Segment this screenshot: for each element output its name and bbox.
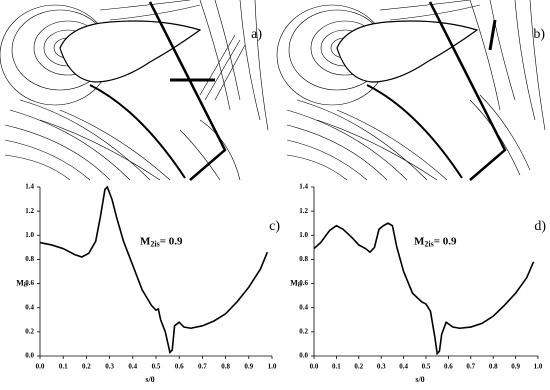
x-tick-label: 0.6 (444, 363, 453, 371)
x-tick-label: 0.2 (82, 363, 91, 371)
panel-label: d) (534, 219, 546, 234)
x-tick-label: 0.2 (354, 363, 363, 371)
data-line (39, 185, 269, 355)
panel-label: b) (533, 27, 545, 42)
x-tick-label: 1.0 (534, 363, 543, 371)
y-tick-label: 0.2 (299, 327, 308, 335)
x-tick-label: 0.7 (198, 363, 207, 371)
y-tick-label: 0.4 (299, 303, 308, 311)
y-tick-label: 1.0 (299, 231, 308, 239)
y-tick-label: 0.4 (25, 303, 34, 311)
y-tick-label: 1.2 (25, 207, 34, 215)
x-tick-label: 0.7 (466, 363, 475, 371)
y-tick-label: 1.4 (25, 183, 34, 191)
y-label-sub: is (24, 283, 29, 289)
contour-panel-a: a) (0, 0, 270, 181)
annotation-part: = 0.9 (160, 235, 183, 247)
annotation-part: 2is (150, 239, 159, 248)
annotation: M2is= 0.9 (414, 235, 457, 248)
y-tick-label: 1.4 (299, 183, 308, 191)
x-tick-label: 0.0 (310, 363, 319, 371)
y-label-sub: is (298, 283, 303, 289)
y-tick-label: 0.0 (25, 352, 34, 360)
y-tick-label: 1.0 (25, 231, 34, 239)
y-tick-label: 0.6 (299, 279, 308, 287)
panel-label: a) (251, 27, 262, 42)
y-tick-label: 1.2 (299, 207, 308, 215)
x-tick-label: 0.3 (105, 363, 114, 371)
x-axis-label: s/0 (145, 375, 154, 384)
panel-label: c) (269, 219, 280, 234)
contour-panel-b: b) (276, 0, 545, 181)
x-tick-label: 0.4 (128, 363, 137, 371)
x-tick-label: 0.1 (332, 363, 341, 371)
y-tick-label: 0.0 (299, 352, 308, 360)
y-tick-label: 0.6 (25, 279, 34, 287)
annotation-part: M (414, 235, 425, 247)
annotation-part: = 0.9 (434, 235, 457, 247)
x-tick-label: 0.0 (36, 363, 45, 371)
annotation-part: M (140, 235, 151, 247)
x-tick-label: 1.0 (268, 363, 277, 371)
x-axis-label: s/0 (415, 375, 424, 384)
y-tick-label: 0.8 (299, 255, 308, 263)
x-tick-label: 0.4 (399, 363, 408, 371)
x-tick-label: 0.8 (221, 363, 230, 371)
y-axis-label: Mis (16, 278, 28, 289)
x-tick-label: 0.8 (489, 363, 498, 371)
x-tick-label: 0.5 (152, 363, 161, 371)
annotation: M2is= 0.9 (140, 235, 183, 248)
x-tick-label: 0.6 (175, 363, 184, 371)
y-axis-label: Mis (290, 278, 302, 289)
y-label-main: M (290, 278, 298, 287)
annotation-part: 2is (424, 239, 433, 248)
y-label-main: M (16, 278, 24, 287)
x-tick-label: 0.9 (511, 363, 520, 371)
x-tick-label: 0.5 (422, 363, 431, 371)
x-tick-label: 0.3 (377, 363, 386, 371)
x-tick-label: 0.1 (59, 363, 68, 371)
x-tick-label: 0.9 (244, 363, 253, 371)
y-tick-label: 0.2 (25, 327, 34, 335)
data-line (313, 222, 535, 356)
y-tick-label: 0.8 (25, 255, 34, 263)
